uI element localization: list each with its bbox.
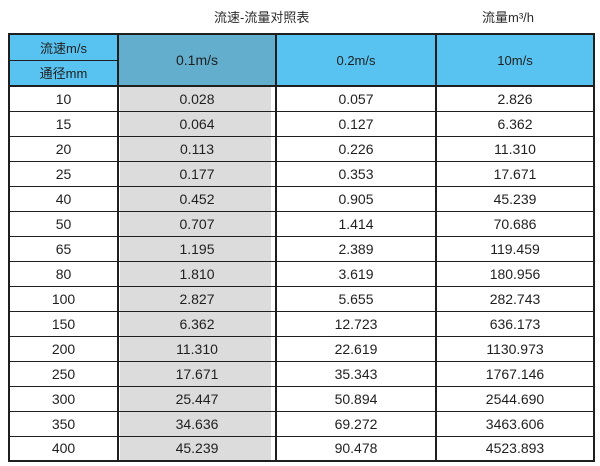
value-cell: 0.028 (117, 85, 277, 112)
value-cell: 69.272 (275, 410, 437, 437)
diameter-cell: 350 (8, 410, 119, 437)
table-row: 40 0.452 0.905 45.239 (8, 185, 595, 212)
table-row: 350 34.636 69.272 3463.606 (8, 410, 595, 437)
diameter-cell: 15 (8, 110, 119, 137)
flow-unit-label: 流量m³/h (482, 10, 535, 25)
value-cell: 2.827 (117, 285, 277, 312)
table-row: 200 11.310 22.619 1130.973 (8, 335, 595, 362)
table-row: 100 2.827 5.655 282.743 (8, 285, 595, 312)
diameter-cell: 200 (8, 335, 119, 362)
value-cell: 11.310 (117, 335, 277, 362)
value-cell: 4523.893 (435, 435, 595, 462)
value-cell: 1.195 (117, 235, 277, 262)
value-cell: 2.826 (435, 85, 595, 112)
value-cell: 0.057 (275, 85, 437, 112)
header-col-0.2ms: 0.2m/s (275, 33, 437, 87)
value-cell: 1.810 (117, 260, 277, 287)
diameter-cell: 25 (8, 160, 119, 187)
table-row: 25 0.177 0.353 17.671 (8, 160, 595, 187)
table-row: 80 1.810 3.619 180.956 (8, 260, 595, 287)
header-col-0.1ms: 0.1m/s (117, 33, 277, 87)
value-cell: 0.127 (275, 110, 437, 137)
value-cell: 0.113 (117, 135, 277, 162)
value-cell: 50.894 (275, 385, 437, 412)
table-row: 15 0.064 0.127 6.362 (8, 110, 595, 137)
diameter-cell: 20 (8, 135, 119, 162)
value-cell: 12.723 (275, 310, 437, 337)
value-cell: 3463.606 (435, 410, 595, 437)
diameter-cell: 100 (8, 285, 119, 312)
diameter-cell: 10 (8, 85, 119, 112)
value-cell: 0.707 (117, 210, 277, 237)
table-row: 150 6.362 12.723 636.173 (8, 310, 595, 337)
header-corner-diameter: 通径mm (8, 59, 119, 87)
value-cell: 2.389 (275, 235, 437, 262)
value-cell: 0.353 (275, 160, 437, 187)
diameter-cell: 40 (8, 185, 119, 212)
value-cell: 0.226 (275, 135, 437, 162)
value-cell: 25.447 (117, 385, 277, 412)
value-cell: 34.636 (117, 410, 277, 437)
value-cell: 180.956 (435, 260, 595, 287)
header-corner-velocity: 流速m/s (8, 33, 119, 61)
value-cell: 0.064 (117, 110, 277, 137)
table-row: 50 0.707 1.414 70.686 (8, 210, 595, 237)
diameter-cell: 150 (8, 310, 119, 337)
value-cell: 6.362 (435, 110, 595, 137)
value-cell: 35.343 (275, 360, 437, 387)
value-cell: 11.310 (435, 135, 595, 162)
value-cell: 17.671 (435, 160, 595, 187)
value-cell: 0.905 (275, 185, 437, 212)
diameter-cell: 300 (8, 385, 119, 412)
diameter-cell: 50 (8, 210, 119, 237)
header-col-10ms: 10m/s (435, 33, 595, 87)
value-cell: 70.686 (435, 210, 595, 237)
value-cell: 2544.690 (435, 385, 595, 412)
table-row: 20 0.113 0.226 11.310 (8, 135, 595, 162)
value-cell: 3.619 (275, 260, 437, 287)
value-cell: 1130.973 (435, 335, 595, 362)
table-title: 流速-流量对照表 (214, 10, 310, 25)
diameter-cell: 400 (8, 435, 119, 462)
value-cell: 45.239 (435, 185, 595, 212)
diameter-cell: 80 (8, 260, 119, 287)
value-cell: 90.478 (275, 435, 437, 462)
value-cell: 17.671 (117, 360, 277, 387)
table-row: 250 17.671 35.343 1767.146 (8, 360, 595, 387)
table-row: 400 45.239 90.478 4523.893 (8, 435, 595, 462)
value-cell: 282.743 (435, 285, 595, 312)
table-body: 10 0.028 0.057 2.826 15 0.064 0.127 6.362 20 0.11… (8, 85, 595, 462)
value-cell: 119.459 (435, 235, 595, 262)
value-cell: 22.619 (275, 335, 437, 362)
table-row: 300 25.447 50.894 2544.690 (8, 385, 595, 412)
table-header: 流速m/s 0.1m/s 0.2m/s 10m/s 通径mm (8, 33, 595, 87)
value-cell: 0.177 (117, 160, 277, 187)
value-cell: 5.655 (275, 285, 437, 312)
value-cell: 1.414 (275, 210, 437, 237)
table-row: 65 1.195 2.389 119.459 (8, 235, 595, 262)
table-row: 10 0.028 0.057 2.826 (8, 85, 595, 112)
value-cell: 6.362 (117, 310, 277, 337)
value-cell: 0.452 (117, 185, 277, 212)
value-cell: 636.173 (435, 310, 595, 337)
value-cell: 1767.146 (435, 360, 595, 387)
diameter-cell: 250 (8, 360, 119, 387)
value-cell: 45.239 (117, 435, 277, 462)
flow-rate-table: 流速m/s 0.1m/s 0.2m/s 10m/s 通径mm 10 0.028 0.… (8, 33, 595, 462)
diameter-cell: 65 (8, 235, 119, 262)
